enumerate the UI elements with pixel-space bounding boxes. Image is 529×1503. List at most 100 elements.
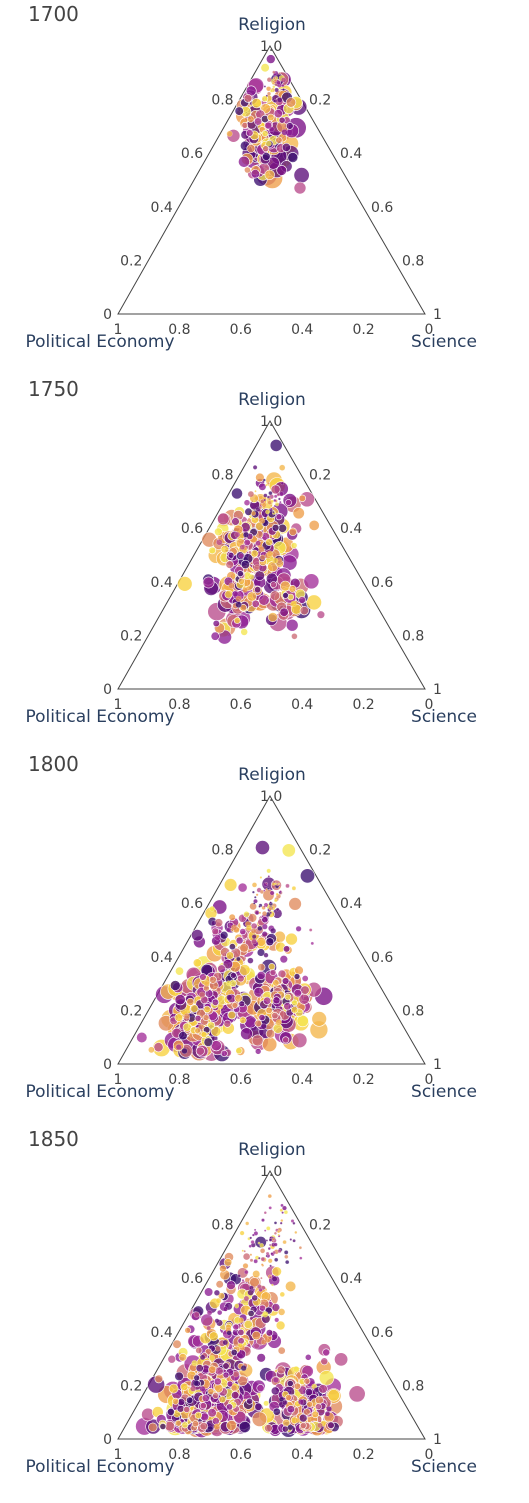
religion-tick-label: 0.4 — [151, 950, 173, 966]
data-point — [269, 1236, 272, 1239]
data-point — [214, 1366, 224, 1376]
data-point — [282, 592, 289, 599]
data-point — [239, 544, 245, 550]
science-tick-label: 0.6 — [371, 950, 393, 966]
ternary-plot: 1.00.80.60.40.201 0.8 0.6 0.4 0.20.20.40.60.… — [25, 765, 476, 1102]
data-point — [269, 1243, 272, 1247]
data-point — [269, 1275, 272, 1279]
science-axis-title: Science — [411, 332, 477, 352]
data-point — [300, 985, 310, 995]
data-point — [208, 1331, 219, 1342]
data-point — [299, 1422, 307, 1429]
data-point — [237, 1343, 243, 1349]
data-point — [172, 1397, 180, 1405]
data-point — [226, 1403, 234, 1411]
data-point — [181, 1048, 188, 1055]
data-point — [275, 1019, 282, 1026]
religion-tick-label: 0.4 — [151, 575, 173, 591]
political-economy-axis-title: Political Economy — [25, 1082, 174, 1102]
data-point — [258, 546, 265, 553]
data-point — [295, 926, 302, 932]
data-point — [311, 1410, 319, 1419]
data-point — [299, 868, 315, 884]
data-point — [191, 929, 204, 942]
data-point — [251, 1330, 261, 1341]
data-point — [263, 493, 268, 498]
ternary-panel-1750: 1750 1.0 0.8 0.6 0.4 0.2 0 1 0.8 0.6 0.4 0.2 0.2 0.4 0… — [0, 375, 529, 750]
data-point — [274, 87, 279, 93]
data-point — [177, 576, 193, 592]
data-point — [282, 1036, 290, 1044]
data-point — [285, 932, 298, 946]
data-point — [258, 517, 266, 524]
data-point — [254, 1402, 263, 1411]
political-economy-tick-label: 1 — [114, 1447, 123, 1463]
religion-tick-label: 0 — [103, 1057, 112, 1073]
data-point — [274, 1317, 280, 1323]
data-point — [256, 1353, 266, 1363]
panel-year-label: 1850 — [28, 1127, 79, 1151]
data-point — [281, 77, 287, 83]
religion-tick-label: 0 — [103, 307, 112, 323]
data-point — [252, 1269, 261, 1279]
data-point — [241, 122, 249, 129]
data-point — [310, 941, 314, 945]
data-point — [208, 975, 217, 984]
data-point — [281, 1211, 284, 1214]
data-point — [281, 843, 296, 858]
data-point — [269, 439, 283, 452]
data-point — [253, 986, 265, 998]
data-point — [267, 495, 270, 499]
data-point — [288, 585, 297, 593]
data-point — [268, 1238, 273, 1242]
science-tick-label: 0 — [425, 697, 434, 713]
science-tick-label: 0.8 — [402, 253, 424, 269]
data-point — [284, 993, 292, 1001]
data-point — [251, 1294, 259, 1302]
data-point — [178, 1031, 188, 1041]
religion-axis-title: Religion — [238, 390, 306, 410]
data-point — [271, 1266, 282, 1277]
data-point — [203, 980, 210, 987]
data-point — [258, 1304, 266, 1312]
data-point — [274, 882, 277, 885]
data-point — [214, 934, 221, 941]
science-tick-label: 0.8 — [402, 1378, 424, 1394]
data-point — [265, 882, 268, 885]
data-point — [286, 1380, 294, 1387]
religion-tick-label: 1.0 — [260, 1164, 282, 1180]
data-point — [253, 1231, 259, 1236]
data-point — [255, 472, 265, 483]
data-point — [270, 499, 274, 503]
data-point — [270, 927, 277, 934]
data-point — [278, 116, 286, 124]
data-point — [279, 500, 282, 504]
data-point — [261, 931, 268, 937]
data-point — [316, 610, 326, 619]
data-point — [270, 484, 281, 495]
data-point — [202, 576, 215, 589]
data-point — [153, 1042, 164, 1053]
data-point — [223, 1019, 232, 1028]
data-point — [290, 1006, 299, 1014]
religion-tick-label: 0.2 — [120, 253, 142, 269]
data-point — [264, 1229, 267, 1232]
data-point — [272, 996, 281, 1005]
data-point — [251, 97, 262, 109]
data-point — [270, 1252, 274, 1256]
data-point — [267, 113, 275, 122]
data-point — [278, 1396, 285, 1402]
data-point — [191, 1420, 199, 1428]
data-point — [255, 540, 261, 546]
data-point — [219, 930, 229, 940]
data-point — [216, 987, 222, 992]
data-point — [283, 1210, 288, 1215]
data-point — [258, 1256, 261, 1260]
data-point — [274, 1231, 277, 1235]
data-point — [269, 969, 277, 976]
data-point — [326, 1406, 332, 1412]
data-point — [260, 554, 266, 560]
data-point — [260, 1248, 266, 1254]
religion-tick-label: 0.8 — [211, 93, 233, 109]
data-point — [193, 1311, 200, 1318]
